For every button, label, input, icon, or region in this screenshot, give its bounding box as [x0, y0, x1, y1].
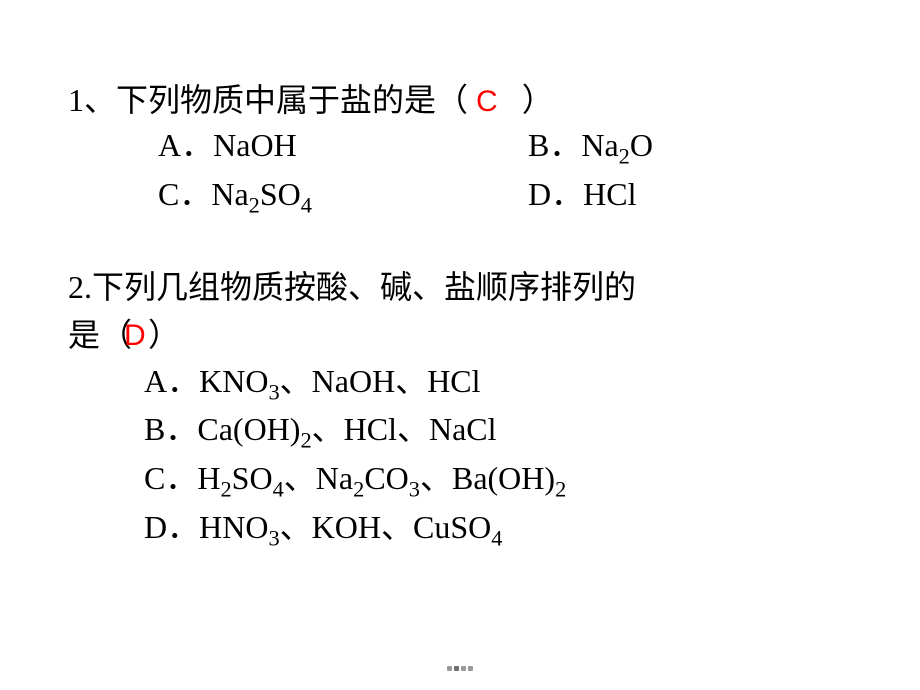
q1-row1: A．NaOH B．Na2O — [158, 123, 852, 172]
q2-optC: C．H2SO4、Na2CO3、Ba(OH)2 — [144, 456, 852, 505]
q1-row2: C．Na2SO4 D．HCl — [158, 172, 852, 221]
q2-optC-s4: 3 — [409, 476, 420, 501]
q2-optB: B．Ca(OH)2、HCl、NaCl — [144, 407, 852, 456]
question-1: 1、下列物质中属于盐的是（ C ） A．NaOH B．Na2O C．Na2SO4… — [68, 78, 852, 221]
q2-optC-sep2: 、Ba(OH) — [420, 460, 555, 496]
q2-optC-p3: CO — [364, 460, 408, 496]
q1-optB-sub: 2 — [619, 143, 630, 168]
q1-optC-sub2: 4 — [301, 192, 312, 217]
q2-optB-rest: 、HCl、NaCl — [312, 411, 497, 447]
q2-stem-line1: 2.下列几组物质按酸、碱、盐顺序排列的 — [68, 263, 852, 311]
q1-stem-post: ） — [522, 82, 554, 118]
q2-optD-label: D． — [144, 509, 199, 545]
page-dot — [468, 666, 473, 671]
q2-optC-s5: 2 — [555, 476, 566, 501]
q2-answer-wrap: D — [132, 311, 148, 359]
q1-stem-pre: 1、下列物质中属于盐的是（ — [68, 82, 468, 118]
q1-optB: B．Na2O — [528, 123, 852, 172]
q1-answer: C — [476, 85, 498, 118]
q1-optA-label: A． — [158, 127, 213, 163]
q2-optC-label: C． — [144, 460, 197, 496]
q2-optC-s2: 4 — [273, 476, 284, 501]
q2-stem-line2: 是（D ） — [68, 311, 852, 359]
slide-content: 1、下列物质中属于盐的是（ C ） A．NaOH B．Na2O C．Na2SO4… — [0, 0, 920, 554]
q1-optB-label: B． — [528, 127, 581, 163]
q1-stem: 1、下列物质中属于盐的是（ C ） — [68, 78, 852, 123]
q2-stem-post: ） — [148, 317, 180, 353]
q2-optD: D．HNO3、KOH、CuSO4 — [144, 505, 852, 554]
q1-optC-pre: Na — [211, 176, 248, 212]
q1-optB-pre: Na — [581, 127, 618, 163]
q2-optD-sep1: 、KOH、CuSO — [280, 509, 492, 545]
q2-optD-s2: 4 — [491, 525, 502, 550]
q1-optD: D．HCl — [528, 172, 852, 221]
q2-optC-s3: 2 — [353, 476, 364, 501]
q2-stem: 2.下列几组物质按酸、碱、盐顺序排列的 是（D ） — [68, 263, 852, 359]
q1-optC: C．Na2SO4 — [158, 172, 528, 221]
q2-optC-p2: SO — [232, 460, 273, 496]
page-dot — [447, 666, 452, 671]
q2-optA-label: A． — [144, 363, 199, 399]
q1-optD-label: D． — [528, 176, 583, 212]
q2-optD-s1: 3 — [268, 525, 279, 550]
q1-optA-text: NaOH — [213, 127, 297, 163]
q2-optA: A．KNO3、NaOH、HCl — [144, 359, 852, 408]
q1-optC-mid: SO — [260, 176, 301, 212]
q2-optB-label: B． — [144, 411, 197, 447]
q2-optA-p1: KNO — [199, 363, 268, 399]
page-dot — [461, 666, 466, 671]
q2-optC-sep1: 、Na — [284, 460, 353, 496]
q1-optB-post: O — [630, 127, 653, 163]
page-indicator — [446, 659, 474, 677]
q2-answer: D — [124, 313, 146, 358]
q2-optA-s1: 3 — [268, 379, 279, 404]
q2-optB-s1: 2 — [300, 428, 311, 453]
q1-optA: A．NaOH — [158, 123, 528, 172]
question-2: 2.下列几组物质按酸、碱、盐顺序排列的 是（D ） A．KNO3、NaOH、HC… — [68, 263, 852, 554]
q2-optC-s1: 2 — [220, 476, 231, 501]
q2-optD-p1: HNO — [199, 509, 268, 545]
q2-optC-p1: H — [197, 460, 220, 496]
q1-optC-sub1: 2 — [249, 192, 260, 217]
q2-optB-p1: Ca(OH) — [197, 411, 300, 447]
q1-optD-text: HCl — [583, 176, 636, 212]
q2-optA-rest: 、NaOH、HCl — [280, 363, 481, 399]
q1-optC-label: C． — [158, 176, 211, 212]
page-dot-active — [454, 666, 459, 671]
q2-stem-pre: 是（ — [68, 317, 132, 353]
